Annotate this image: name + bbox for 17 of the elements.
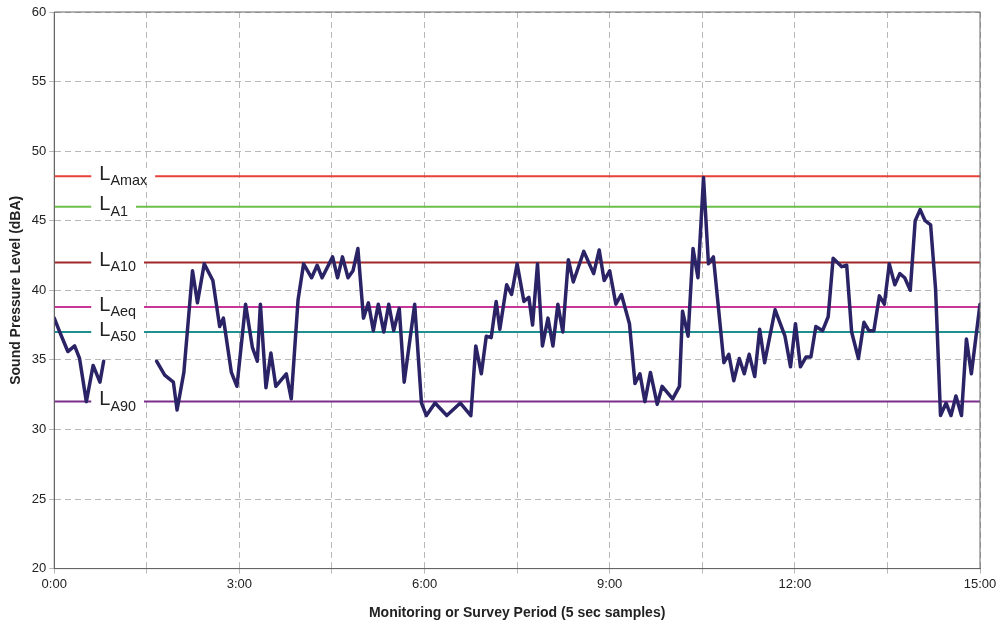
x-tick-label: 15:00 bbox=[963, 575, 997, 591]
x-tick-label: 0:00 bbox=[41, 575, 67, 591]
x-tick-label: 6:00 bbox=[411, 575, 438, 591]
x-axis-title: Monitoring or Survey Period (5 sec samples) bbox=[368, 604, 666, 621]
x-tick-label: 12:00 bbox=[778, 575, 812, 591]
y-tick-label: 30 bbox=[31, 421, 47, 437]
y-axis-title: Sound Pressure Level (dBA) bbox=[7, 195, 24, 385]
y-tick-label: 35 bbox=[31, 351, 47, 367]
y-tick-label: 45 bbox=[31, 212, 47, 228]
y-tick-label: 50 bbox=[31, 142, 47, 158]
x-tick-label: 9:00 bbox=[597, 575, 623, 591]
y-tick-label: 55 bbox=[31, 73, 47, 89]
y-tick-label: 40 bbox=[31, 281, 47, 297]
x-tick-label: 3:00 bbox=[226, 575, 253, 591]
y-tick-label: 20 bbox=[31, 560, 47, 576]
y-tick-label: 60 bbox=[31, 3, 47, 19]
y-tick-label: 25 bbox=[31, 490, 47, 506]
